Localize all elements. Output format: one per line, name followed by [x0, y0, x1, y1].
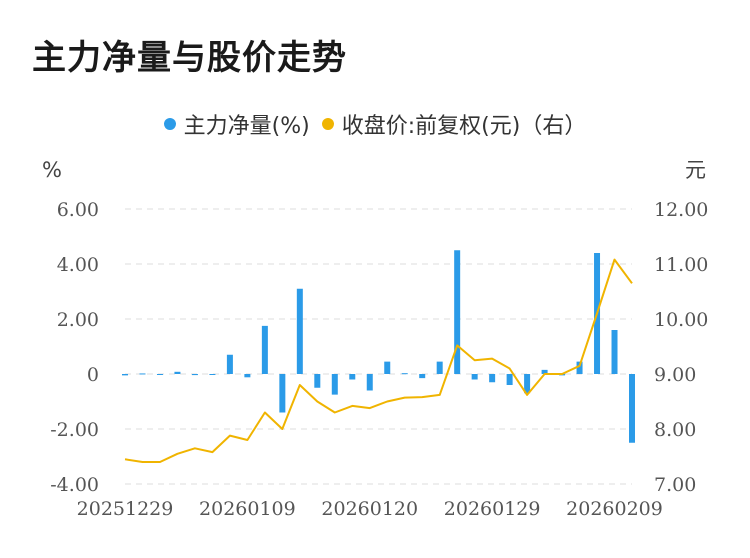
- net-flow-bar[interactable]: [524, 374, 531, 394]
- left-tick-label: -4.00: [50, 474, 99, 496]
- legend-marker-close-price: [321, 118, 334, 130]
- x-tick-label: 20260209: [566, 498, 663, 520]
- right-tick-label: 10.00: [654, 309, 708, 331]
- net-flow-bar[interactable]: [541, 369, 548, 374]
- legend-item-net-flow[interactable]: 主力净量(%): [163, 108, 310, 140]
- net-flow-bar[interactable]: [174, 371, 181, 374]
- right-tick-label: 12.00: [654, 199, 708, 221]
- right-tick-label: 7.00: [654, 474, 696, 496]
- net-flow-bar[interactable]: [611, 330, 618, 374]
- net-flow-bar[interactable]: [506, 374, 513, 385]
- net-flow-bar[interactable]: [139, 373, 146, 375]
- net-flow-bar[interactable]: [122, 374, 128, 376]
- net-flow-bar[interactable]: [471, 374, 478, 380]
- net-flow-bar[interactable]: [489, 374, 496, 383]
- net-flow-bar[interactable]: [261, 325, 268, 374]
- right-tick-label: 9.00: [654, 364, 696, 386]
- net-flow-bars: [122, 250, 635, 443]
- left-tick-label: 6.00: [57, 199, 99, 221]
- net-flow-bar[interactable]: [454, 250, 461, 374]
- net-flow-bar[interactable]: [191, 374, 198, 376]
- net-flow-bar[interactable]: [576, 361, 583, 374]
- net-flow-bar[interactable]: [331, 374, 338, 395]
- net-flow-bar[interactable]: [436, 361, 443, 374]
- net-flow-bar[interactable]: [419, 374, 426, 379]
- net-flow-bar[interactable]: [366, 374, 373, 391]
- right-axis-unit: 元: [685, 158, 706, 182]
- net-flow-bar[interactable]: [384, 361, 391, 374]
- net-flow-bar[interactable]: [226, 354, 233, 374]
- net-flow-bar[interactable]: [314, 374, 321, 388]
- left-tick-label: 0: [87, 364, 99, 386]
- net-flow-bar[interactable]: [296, 288, 303, 374]
- left-tick-label: 2.00: [57, 309, 99, 331]
- close-price-line[interactable]: [124, 258, 633, 463]
- net-flow-bar[interactable]: [349, 374, 356, 380]
- legend-label-close-price: 收盘价:前复权(元)（右）: [341, 114, 587, 139]
- x-tick-label: 20260129: [444, 498, 541, 520]
- net-flow-bar[interactable]: [156, 374, 163, 375]
- grid-lines: [125, 208, 632, 485]
- legend-label-net-flow: 主力净量(%): [183, 114, 310, 139]
- left-tick-label: 4.00: [57, 254, 99, 276]
- close-price-line-group: [124, 258, 633, 463]
- right-axis-ticks: 12.00 11.00 10.00 9.00 8.00 7.00: [654, 199, 708, 496]
- net-flow-bar[interactable]: [209, 374, 216, 375]
- legend-item-close-price[interactable]: 收盘价:前复权(元)（右）: [321, 108, 587, 140]
- x-tick-label: 20260109: [199, 498, 296, 520]
- net-flow-bar[interactable]: [279, 374, 286, 413]
- legend-marker-net-flow: [163, 118, 176, 130]
- left-tick-label: -2.00: [50, 419, 99, 441]
- x-tick-label: 20251229: [77, 498, 174, 520]
- legend: 主力净量(%) 收盘价:前复权(元)（右）: [0, 108, 750, 140]
- x-axis-ticks: 20251229 20260109 20260120 20260129 20260209: [77, 498, 663, 520]
- net-flow-bar[interactable]: [244, 374, 251, 378]
- right-tick-label: 11.00: [654, 254, 708, 276]
- right-tick-label: 8.00: [654, 419, 696, 441]
- net-flow-bar[interactable]: [401, 373, 408, 375]
- x-tick-label: 20260120: [321, 498, 418, 520]
- chart-title: 主力净量与股价走势: [32, 38, 347, 78]
- net-flow-bar[interactable]: [629, 374, 635, 443]
- left-axis-ticks: 6.00 4.00 2.00 0 -2.00 -4.00: [50, 199, 99, 496]
- left-axis-unit: %: [42, 158, 62, 182]
